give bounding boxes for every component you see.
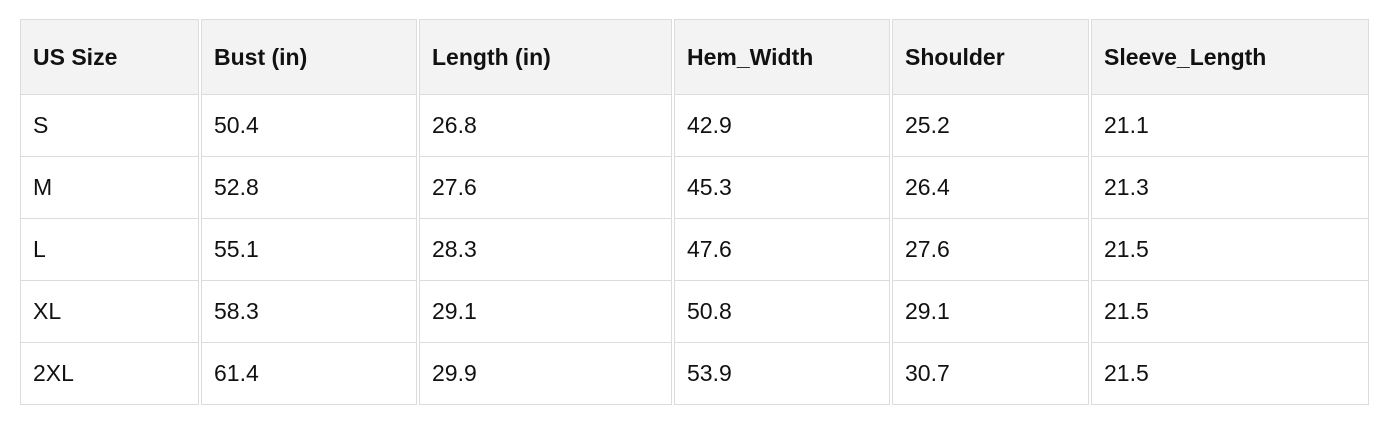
- table-cell: M: [20, 157, 199, 219]
- table-cell: 50.8: [674, 281, 890, 343]
- size-chart-table: US Size Bust (in) Length (in) Hem_Width …: [18, 19, 1371, 405]
- table-cell: 30.7: [892, 343, 1089, 405]
- table-cell: 58.3: [201, 281, 417, 343]
- table-cell: S: [20, 95, 199, 157]
- table-cell: 45.3: [674, 157, 890, 219]
- table-row: 2XL 61.4 29.9 53.9 30.7 21.5: [20, 343, 1369, 405]
- table-cell: 50.4: [201, 95, 417, 157]
- header-cell: US Size: [20, 19, 199, 95]
- table-row: S 50.4 26.8 42.9 25.2 21.1: [20, 95, 1369, 157]
- header-cell: Bust (in): [201, 19, 417, 95]
- table-cell: 21.3: [1091, 157, 1369, 219]
- table-cell: 55.1: [201, 219, 417, 281]
- table-cell: 27.6: [419, 157, 672, 219]
- table-row: L 55.1 28.3 47.6 27.6 21.5: [20, 219, 1369, 281]
- table-cell: 29.1: [419, 281, 672, 343]
- table-cell: 21.5: [1091, 281, 1369, 343]
- table-cell: 21.5: [1091, 343, 1369, 405]
- table-cell: 21.5: [1091, 219, 1369, 281]
- table-cell: 28.3: [419, 219, 672, 281]
- table-cell: 27.6: [892, 219, 1089, 281]
- header-cell: Length (in): [419, 19, 672, 95]
- table-cell: XL: [20, 281, 199, 343]
- table-cell: L: [20, 219, 199, 281]
- header-cell: Shoulder: [892, 19, 1089, 95]
- table-cell: 61.4: [201, 343, 417, 405]
- table-cell: 52.8: [201, 157, 417, 219]
- table-cell: 47.6: [674, 219, 890, 281]
- table-cell: 26.8: [419, 95, 672, 157]
- table-row: M 52.8 27.6 45.3 26.4 21.3: [20, 157, 1369, 219]
- table-cell: 53.9: [674, 343, 890, 405]
- table-row: XL 58.3 29.1 50.8 29.1 21.5: [20, 281, 1369, 343]
- table-cell: 42.9: [674, 95, 890, 157]
- header-row: US Size Bust (in) Length (in) Hem_Width …: [20, 19, 1369, 95]
- table-cell: 21.1: [1091, 95, 1369, 157]
- header-cell: Hem_Width: [674, 19, 890, 95]
- table-cell: 26.4: [892, 157, 1089, 219]
- table-cell: 29.9: [419, 343, 672, 405]
- table-cell: 25.2: [892, 95, 1089, 157]
- table-cell: 29.1: [892, 281, 1089, 343]
- table-cell: 2XL: [20, 343, 199, 405]
- header-cell: Sleeve_Length: [1091, 19, 1369, 95]
